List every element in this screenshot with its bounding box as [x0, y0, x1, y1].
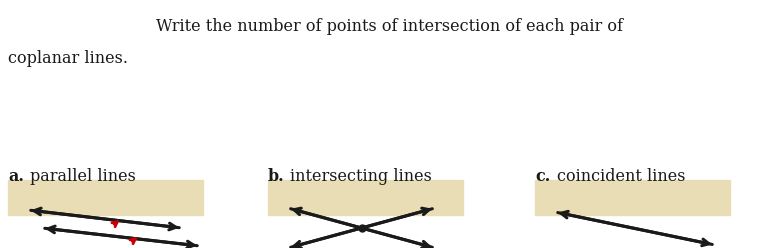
Text: Write the number of points of intersection of each pair of: Write the number of points of intersecti… [157, 18, 624, 35]
Text: c.: c. [535, 168, 550, 185]
Text: b.: b. [268, 168, 284, 185]
Text: parallel lines: parallel lines [30, 168, 136, 185]
Text: coincident lines: coincident lines [557, 168, 686, 185]
Bar [268, 180, 463, 215]
Text: intersecting lines: intersecting lines [290, 168, 432, 185]
Text: a.: a. [8, 168, 24, 185]
Bar [8, 180, 203, 215]
Text: coplanar lines.: coplanar lines. [8, 50, 128, 67]
Bar [535, 180, 730, 215]
